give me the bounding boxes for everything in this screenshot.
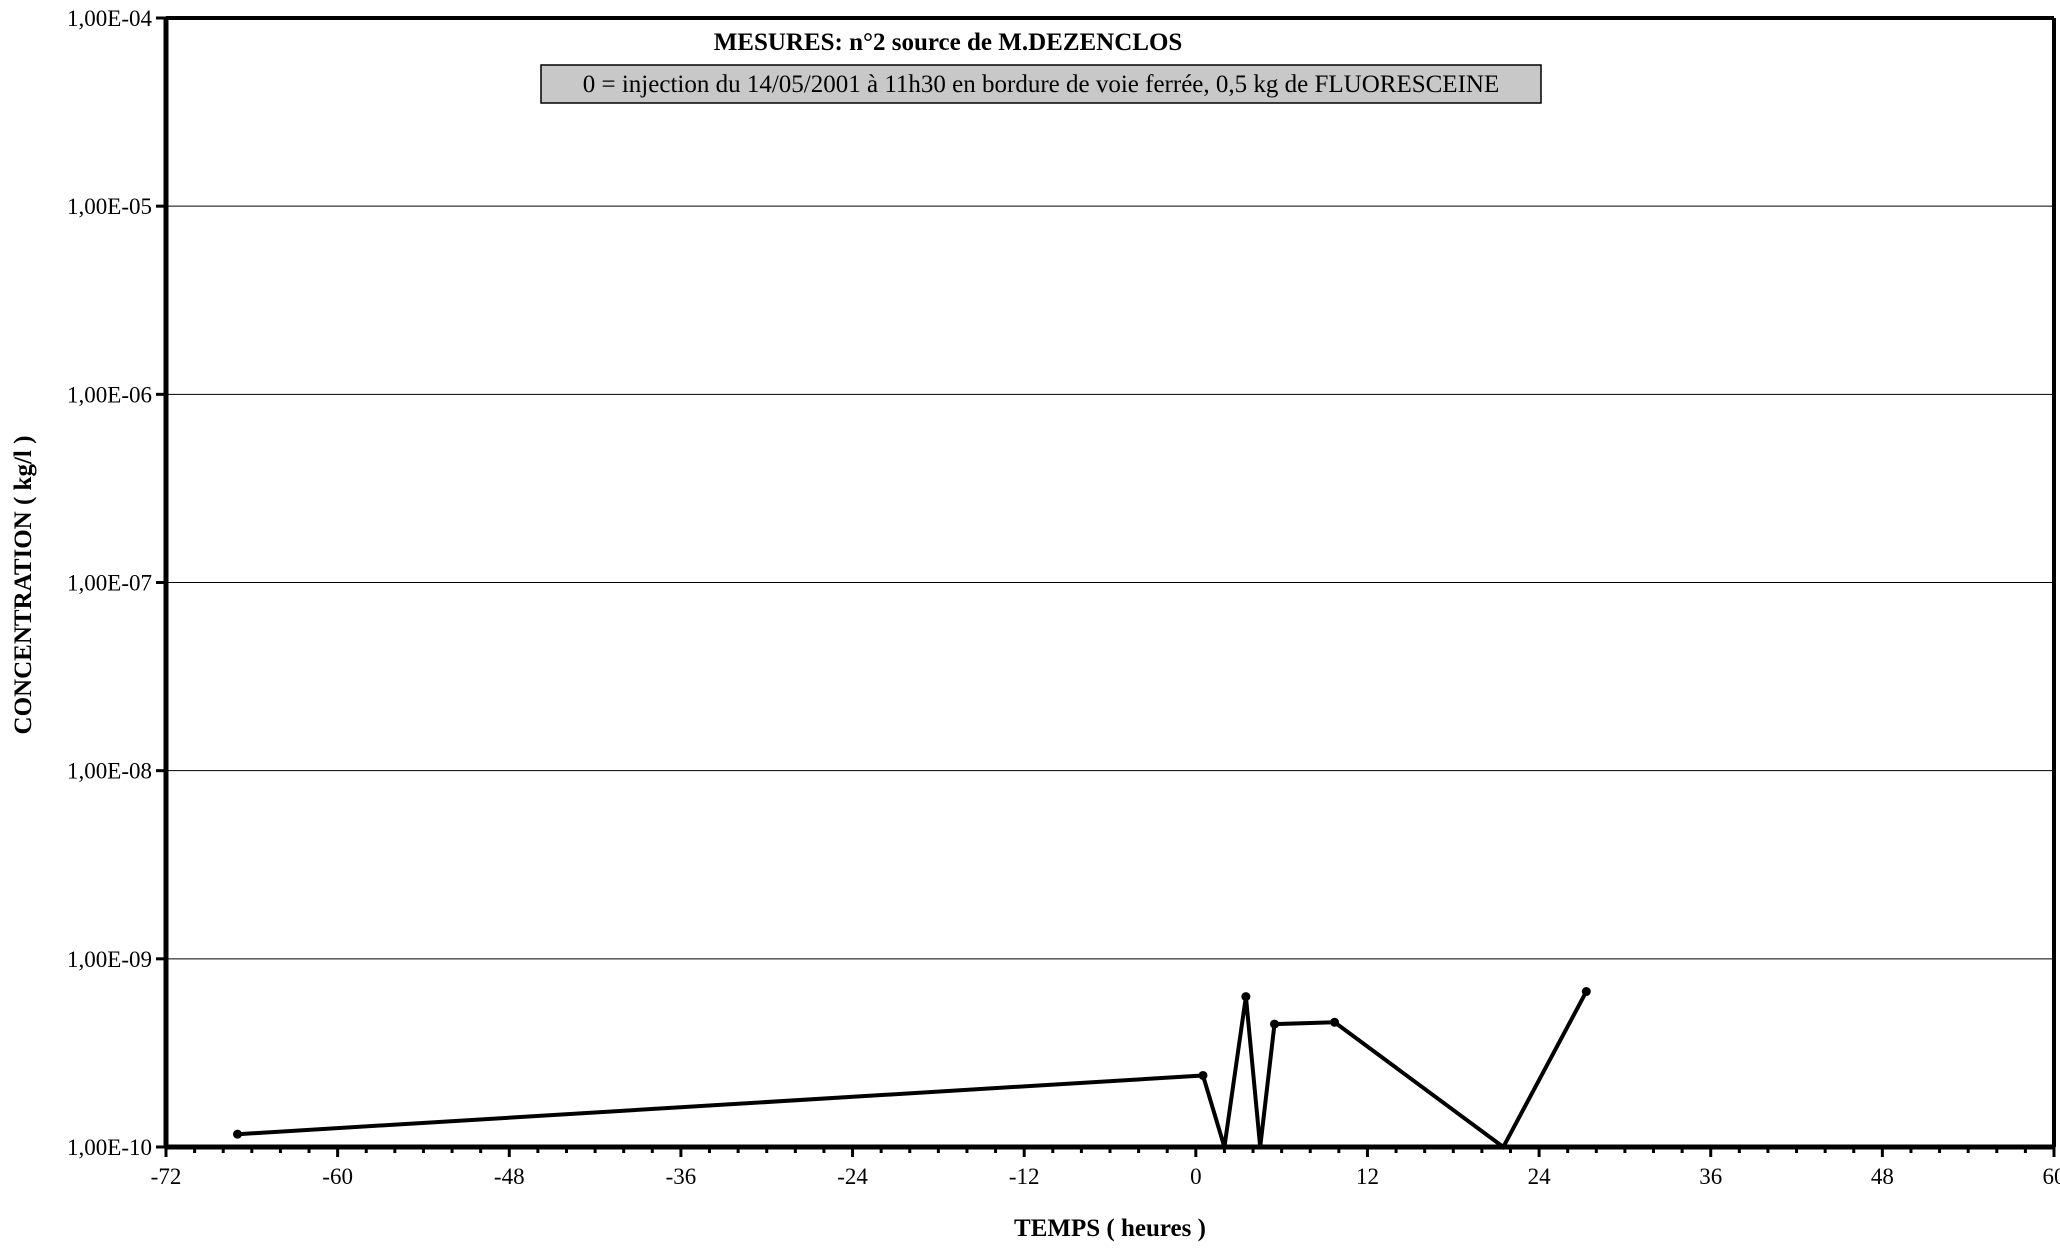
x-tick-label: 12: [1356, 1164, 1379, 1189]
y-tick-label: 1,00E-08: [67, 759, 152, 784]
y-tick-label: 1,00E-06: [67, 382, 152, 407]
x-tick-label: -12: [1009, 1164, 1040, 1189]
data-point: [1330, 1018, 1339, 1027]
data-point: [1582, 987, 1591, 996]
x-tick-label: 36: [1699, 1164, 1722, 1189]
ticks: [156, 18, 2054, 1157]
series-layer: [233, 987, 1591, 1147]
x-tick-label: -48: [494, 1164, 525, 1189]
x-axis-title: TEMPS ( heures ): [1014, 1215, 1206, 1242]
series-line: [238, 992, 1587, 1147]
tick-labels: 1,00E-10 1,00E-09 1,00E-08 1,00E-07 1,00E-06…: [67, 6, 2060, 1189]
data-point: [1198, 1071, 1207, 1080]
y-tick-label: 1,00E-05: [67, 194, 152, 219]
y-tick-label: 1,00E-07: [67, 571, 152, 596]
annotation-box: 0 = injection du 14/05/2001 à 11h30 en b…: [541, 65, 1541, 103]
x-tick-label: 48: [1871, 1164, 1894, 1189]
x-tick-label: -24: [837, 1164, 868, 1189]
data-point: [1241, 992, 1250, 1001]
grid-lines: [166, 206, 2054, 959]
y-tick-label: 1,00E-09: [67, 947, 152, 972]
x-tick-label: 0: [1190, 1164, 1202, 1189]
chart-title: MESURES: n°2 source de M.DEZENCLOS: [714, 29, 1183, 56]
y-tick-label: 1,00E-10: [67, 1135, 152, 1160]
annotation-text: 0 = injection du 14/05/2001 à 11h30 en b…: [583, 71, 1499, 98]
y-axis-title: CONCENTRATION ( kg/l ): [10, 436, 37, 735]
x-tick-label: 24: [1528, 1164, 1552, 1189]
x-tick-label: -60: [322, 1164, 353, 1189]
data-point: [233, 1130, 242, 1139]
x-tick-label: 60: [2043, 1164, 2060, 1189]
x-tick-label: -72: [151, 1164, 182, 1189]
y-tick-label: 1,00E-04: [67, 6, 152, 31]
x-tick-label: -36: [666, 1164, 697, 1189]
data-point: [1270, 1020, 1279, 1029]
